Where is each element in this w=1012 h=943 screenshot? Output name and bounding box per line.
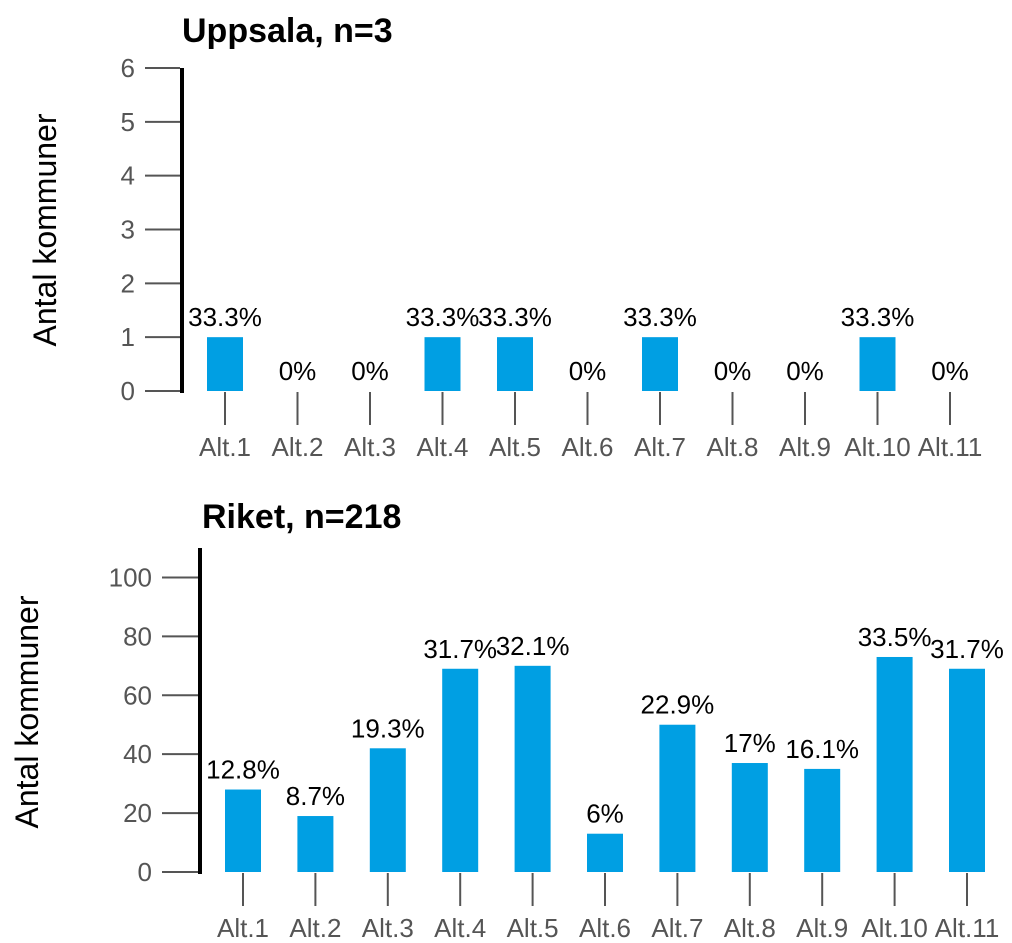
x-tick-label: Alt.6 [561, 432, 613, 462]
chart2-title: Riket, n=218 [202, 498, 401, 536]
bar [804, 768, 841, 872]
x-tick-label: Alt.5 [507, 913, 559, 943]
x-tick-label: Alt.3 [344, 432, 396, 462]
y-tick-label: 80 [123, 621, 152, 651]
data-label: 12.8% [206, 755, 280, 785]
bar [514, 665, 551, 872]
chart1-title: Uppsala, n=3 [182, 12, 393, 50]
bar [225, 789, 261, 872]
x-tick-label: Alt.8 [706, 432, 758, 462]
bar [949, 668, 985, 872]
bar [207, 337, 243, 391]
data-label: 0% [569, 356, 607, 386]
y-tick-label: 2 [121, 268, 135, 298]
data-label: 33.3% [188, 302, 262, 332]
bar [859, 337, 896, 391]
data-label: 33.5% [858, 622, 932, 652]
x-tick-label: Alt.6 [579, 913, 631, 943]
data-label: 17% [724, 728, 776, 758]
data-label: 19.3% [351, 713, 425, 743]
chart2-ylabel: Antal kommuner [9, 595, 45, 828]
x-tick-label: Alt.7 [634, 432, 686, 462]
bar [587, 833, 623, 872]
bar [497, 337, 533, 391]
data-label: 0% [714, 356, 752, 386]
x-tick-label: Alt.4 [416, 432, 468, 462]
data-label: 16.1% [785, 734, 859, 764]
data-label: 6% [586, 799, 624, 829]
y-tick-label: 6 [121, 53, 135, 83]
data-label: 0% [931, 356, 969, 386]
bar [369, 748, 406, 872]
x-tick-label: Alt.10 [844, 432, 911, 462]
data-label: 0% [351, 356, 389, 386]
x-tick-label: Alt.4 [434, 913, 486, 943]
x-tick-label: Alt.2 [271, 432, 323, 462]
chart1-plot: 0 1 2 3 4 5 6 33.3% Alt.1 0% Alt.2 0% Alt.3 33.3% Alt.… [121, 53, 983, 462]
x-tick-label: Alt.5 [489, 432, 541, 462]
y-tick-label: 3 [121, 215, 135, 245]
data-label: 33.3% [478, 302, 552, 332]
x-tick-label: Alt.2 [289, 913, 341, 943]
y-tick-label: 4 [121, 161, 135, 191]
data-label: 31.7% [930, 634, 1004, 664]
y-tick-label: 1 [121, 322, 135, 352]
data-label: 0% [786, 356, 824, 386]
x-tick-label: Alt.9 [796, 913, 848, 943]
y-tick-label: 0 [121, 376, 135, 406]
data-label: 32.1% [496, 631, 570, 661]
data-label: 33.3% [841, 302, 915, 332]
bar [424, 337, 461, 391]
data-label: 33.3% [406, 302, 480, 332]
bar [442, 668, 479, 872]
y-tick-label: 40 [123, 739, 152, 769]
x-tick-label: Alt.11 [918, 432, 983, 462]
x-tick-label: Alt.10 [861, 913, 928, 943]
data-label: 8.7% [286, 781, 345, 811]
bar [731, 763, 768, 872]
x-tick-label: Alt.3 [362, 913, 414, 943]
data-label: 33.3% [623, 302, 697, 332]
x-tick-label: Alt.9 [779, 432, 831, 462]
x-tick-label: Alt.1 [199, 432, 251, 462]
bar [876, 656, 913, 872]
bar [642, 337, 678, 391]
chart1-ylabel: Antal kommuner [27, 113, 63, 346]
y-tick-label: 0 [138, 857, 152, 887]
x-tick-label: Alt.1 [217, 913, 269, 943]
y-tick-label: 20 [123, 798, 152, 828]
data-label: 22.9% [641, 690, 715, 720]
data-label: 0% [279, 356, 317, 386]
x-tick-label: Alt.11 [935, 913, 1000, 943]
x-tick-label: Alt.8 [724, 913, 776, 943]
y-tick-label: 5 [121, 107, 135, 137]
data-label: 31.7% [423, 634, 497, 664]
y-tick-label: 100 [109, 562, 152, 592]
bar [297, 816, 334, 872]
y-tick-label: 60 [123, 680, 152, 710]
x-tick-label: Alt.7 [651, 913, 703, 943]
bar [659, 724, 696, 872]
chart2-plot: 0 20 40 60 80 100 12.8% Alt.1 8.7% Alt.2 19.3% Alt.… [109, 548, 1004, 943]
